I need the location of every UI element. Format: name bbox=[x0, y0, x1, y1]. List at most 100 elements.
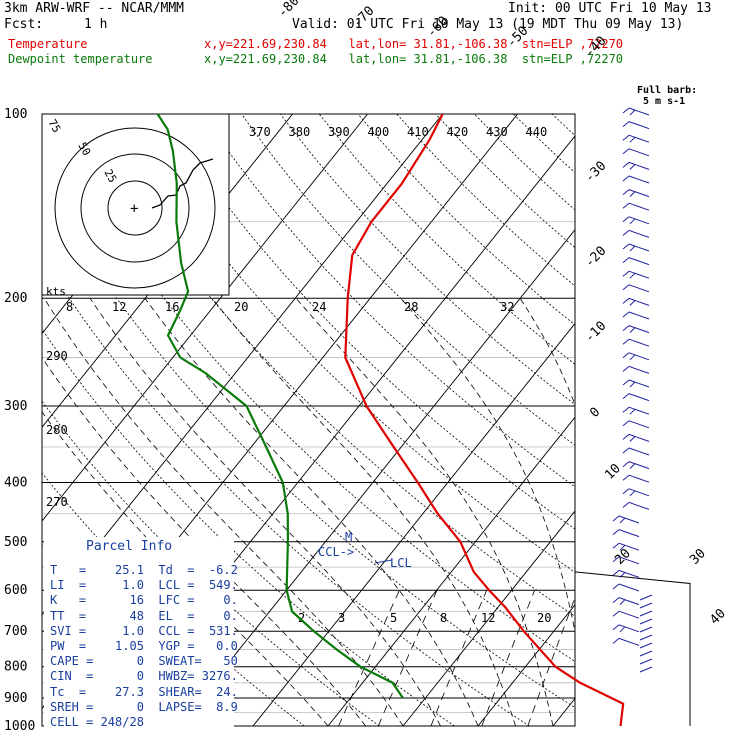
temperature-location: x,y=221.69,230.84 lat,lon= 31.81,-106.38… bbox=[204, 37, 624, 51]
parcel-info-row: T = 25.1 Td = -6.2 bbox=[50, 563, 238, 577]
wind-barb bbox=[639, 618, 653, 625]
isotherm-line bbox=[477, 604, 575, 726]
parcel-info-row: K = 16 LFC = 0. bbox=[50, 593, 238, 608]
parcel-info-row: TT = 48 EL = 0. bbox=[50, 608, 238, 623]
temperature-legend: Temperature bbox=[8, 37, 88, 51]
parcel-info-title: Parcel Info bbox=[86, 539, 173, 554]
isotherm-label: -60 bbox=[424, 14, 451, 41]
hodograph-ring-label: 50 bbox=[75, 140, 93, 158]
parcel-info-row: CAPE = 0 SWEAT= 50 bbox=[50, 654, 238, 669]
isotherm-label: -50 bbox=[504, 24, 531, 51]
moist-adiabat bbox=[630, 298, 666, 726]
isotherm-label: 10 bbox=[602, 461, 624, 483]
wind-barb bbox=[622, 243, 650, 252]
wind-barb bbox=[639, 666, 653, 673]
parcel-info-row: CIN = 0 HWBZ= 3276. bbox=[50, 669, 238, 684]
wind-barb bbox=[612, 515, 640, 524]
wind-barb bbox=[622, 338, 650, 347]
parcel-info-panel: Parcel Info T = 25.1 Td = -6.2 LI = 1.0 L… bbox=[44, 537, 238, 729]
dry-adiabat bbox=[630, 114, 740, 726]
wind-barb bbox=[639, 626, 653, 633]
wind-barb bbox=[612, 637, 640, 646]
wind-barb bbox=[622, 488, 650, 497]
dry-adiabat bbox=[42, 255, 530, 726]
wind-barb bbox=[622, 121, 650, 130]
mixing-ratio-label: 28 bbox=[404, 300, 418, 314]
dry-adiabat bbox=[669, 114, 740, 726]
pressure-tick-label: 600 bbox=[4, 583, 27, 598]
potential-temp-label: 420 bbox=[447, 125, 469, 139]
isotherm-label: 30 bbox=[687, 546, 709, 568]
isotherm-line bbox=[703, 114, 740, 726]
wind-barb bbox=[622, 270, 650, 279]
wind-barb bbox=[622, 161, 650, 170]
dewpoint-profile bbox=[156, 113, 404, 699]
lcl-pointer bbox=[374, 559, 393, 564]
wind-barb bbox=[639, 650, 653, 657]
hodograph-trace bbox=[151, 158, 214, 209]
wind-barb bbox=[622, 447, 650, 456]
theta-e-label: 280 bbox=[46, 423, 68, 437]
pressure-tick-label: 1000 bbox=[4, 719, 35, 734]
wind-barb bbox=[622, 325, 650, 334]
parcel-info-row: SREH = 0 LAPSE= 8.9 bbox=[50, 699, 238, 714]
wind-barb bbox=[622, 406, 650, 415]
wind-barb bbox=[622, 134, 650, 143]
isotherm-label: -10 bbox=[582, 319, 609, 346]
model-title: 3km ARW-WRF -- NCAR/MMM bbox=[4, 1, 185, 16]
wind-barb bbox=[622, 352, 650, 361]
temperature-profile bbox=[344, 113, 625, 727]
isotherm-label: -30 bbox=[582, 159, 609, 186]
forecast-hour: 1 h bbox=[84, 17, 108, 32]
parcel-info-row: SVI = 1.0 CCL = 531. bbox=[50, 623, 238, 638]
pressure-tick-label: 200 bbox=[4, 291, 27, 306]
moist-adiabat bbox=[211, 297, 516, 726]
pressure-tick-label: 800 bbox=[4, 660, 27, 675]
isotherm-line bbox=[42, 114, 368, 522]
mixing-ratio-label: 3 bbox=[338, 611, 345, 625]
isotherm-line bbox=[252, 322, 575, 726]
potential-temp-label: 380 bbox=[289, 125, 311, 139]
pressure-tick-label: 900 bbox=[4, 691, 27, 706]
mixing-ratio-line bbox=[378, 590, 438, 726]
moist-adiabat bbox=[144, 297, 479, 726]
hodograph-units: kts bbox=[46, 285, 66, 298]
isotherm-label: 20 bbox=[612, 546, 634, 568]
valid-time: Valid: 01 UTC Fri 10 May 13 (19 MDT Thu … bbox=[292, 17, 684, 32]
dry-adiabat bbox=[551, 114, 575, 137]
wind-barb bbox=[622, 433, 650, 442]
mixing-ratio-label: 20 bbox=[234, 300, 248, 314]
wind-barb bbox=[612, 610, 640, 619]
dry-adiabat bbox=[435, 114, 575, 249]
pressure-tick-label: 700 bbox=[4, 624, 27, 639]
potential-temp-label: 440 bbox=[526, 125, 548, 139]
wind-barb bbox=[639, 610, 653, 617]
lcl-marker: LCL bbox=[390, 556, 412, 570]
mixing-ratio-label: 32 bbox=[500, 300, 514, 314]
hodograph-ring-label: 25 bbox=[101, 167, 119, 185]
potential-temp-label: 390 bbox=[328, 125, 350, 139]
dry-adiabat bbox=[85, 114, 575, 617]
dry-adiabat bbox=[42, 328, 455, 726]
wind-barb bbox=[622, 148, 650, 157]
mixing-ratio-line bbox=[588, 590, 635, 726]
pressure-tick-label: 500 bbox=[4, 535, 27, 550]
isotherm-label: -40 bbox=[582, 34, 609, 61]
wind-barb bbox=[639, 602, 653, 609]
wind-barb bbox=[622, 365, 650, 374]
dry-adiabat bbox=[279, 114, 575, 405]
theta-e-label: 270 bbox=[46, 495, 68, 509]
wind-barb bbox=[612, 569, 640, 578]
wind-barb bbox=[612, 597, 640, 606]
pressure-tick-label: 300 bbox=[4, 399, 27, 414]
wind-barb bbox=[612, 542, 640, 551]
full-barb-note: Full barb: bbox=[637, 85, 697, 96]
full-barb-units: 5 m s-1 bbox=[643, 96, 685, 107]
isotherm-line bbox=[552, 697, 575, 726]
dry-adiabat bbox=[474, 114, 575, 211]
hodograph-ring bbox=[107, 180, 163, 236]
wind-barb bbox=[639, 634, 653, 641]
hodograph-ring bbox=[80, 153, 190, 263]
potential-temp-label: 430 bbox=[486, 125, 508, 139]
